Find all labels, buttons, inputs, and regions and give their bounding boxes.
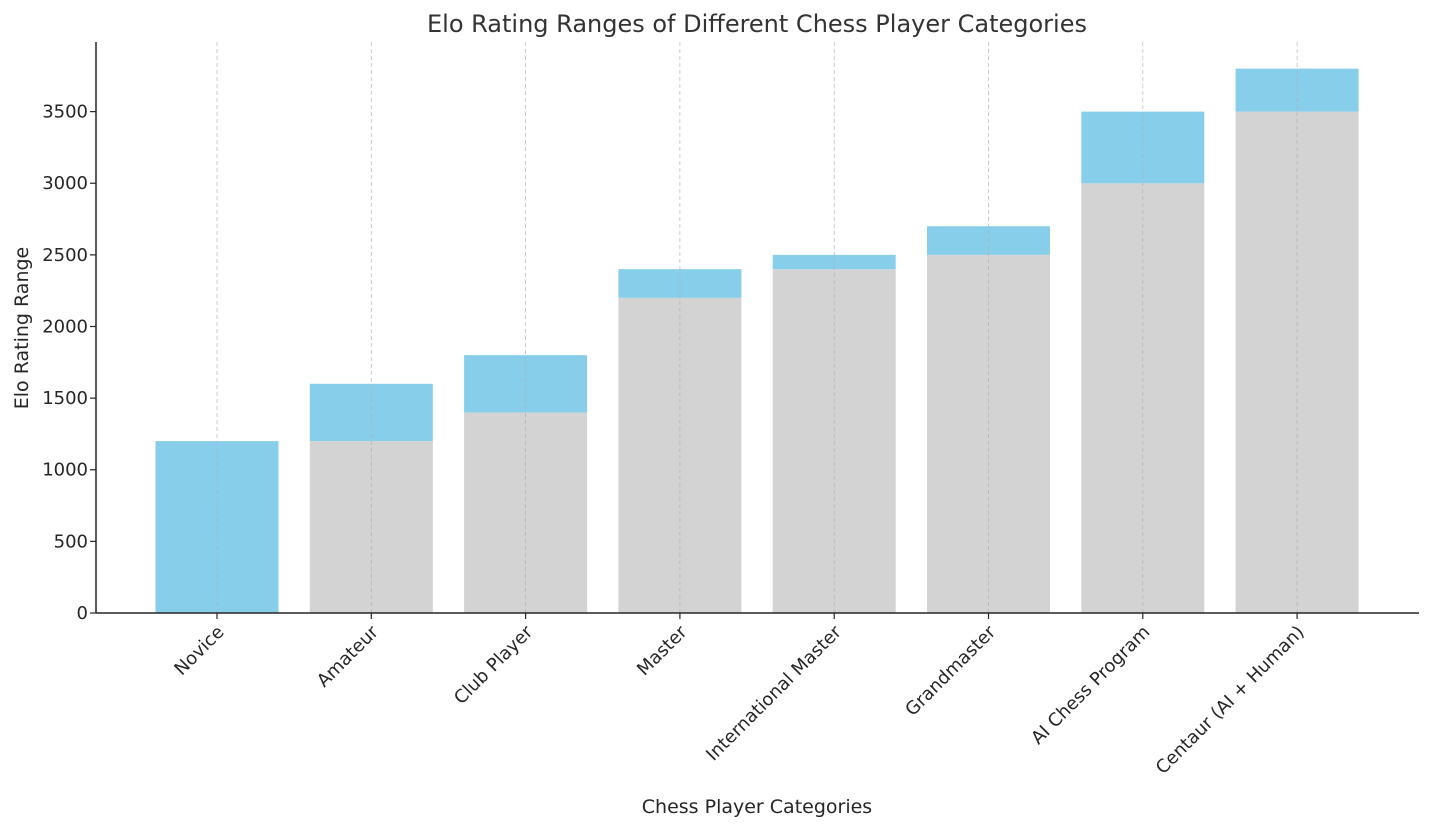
y-tick-label: 3500 (42, 102, 88, 123)
y-tick-label: 3000 (42, 173, 88, 194)
x-tick-label: Novice (170, 622, 228, 680)
chart-title: Elo Rating Ranges of Different Chess Pla… (427, 10, 1087, 38)
bar-range-segment (464, 355, 588, 413)
bar-range-segment (1235, 68, 1359, 112)
x-tick-label: AI Chess Program (1027, 622, 1154, 749)
y-tick-label: 0 (77, 603, 88, 624)
x-tick-label: Grandmaster (901, 621, 1000, 720)
y-tick-label: 2500 (42, 245, 88, 266)
axes (95, 42, 1419, 614)
y-tick-label: 500 (54, 531, 88, 552)
bars (155, 68, 1359, 614)
y-tick-label: 1500 (42, 388, 88, 409)
x-axis-label: Chess Player Categories (642, 796, 872, 818)
bar-base-segment (1235, 111, 1359, 613)
x-tick-label: Club Player (450, 621, 537, 708)
x-tick-label: International Master (702, 621, 846, 765)
y-tick-label: 2000 (42, 316, 88, 337)
x-tick-label: Amateur (313, 621, 383, 691)
y-axis-label: Elo Rating Range (11, 247, 33, 409)
y-tick-label: 1000 (42, 460, 88, 481)
x-tick-label: Centaur (AI + Human) (1152, 622, 1309, 779)
x-tick-label: Master (633, 621, 692, 680)
